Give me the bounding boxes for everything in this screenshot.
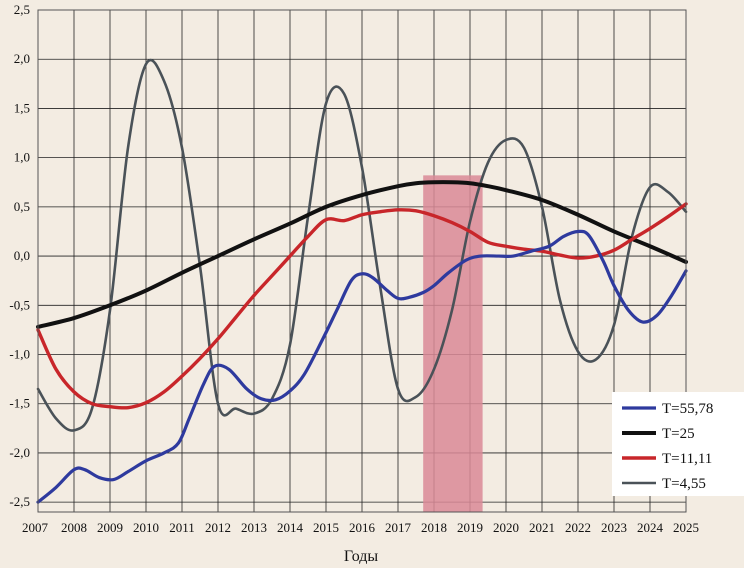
x-tick-label: 2010 xyxy=(133,520,159,535)
x-tick-label: 2007 xyxy=(22,520,49,535)
x-tick-label: 2009 xyxy=(97,520,123,535)
x-tick-label: 2017 xyxy=(385,520,412,535)
grid xyxy=(37,9,687,512)
x-tick-label: 2021 xyxy=(529,520,555,535)
y-tick-label: -1,0 xyxy=(9,347,30,362)
x-tick-label: 2024 xyxy=(637,520,664,535)
series-line-2 xyxy=(36,180,688,329)
x-tick-label: 2020 xyxy=(493,520,519,535)
series-line-3 xyxy=(36,202,688,410)
x-tick-label: 2016 xyxy=(349,520,376,535)
x-tick-label: 2023 xyxy=(601,520,627,535)
x-axis-label: Годы xyxy=(344,548,379,565)
y-tick-label: 0,0 xyxy=(14,248,30,263)
series-line-1 xyxy=(36,229,688,504)
y-tick-label: 1,5 xyxy=(14,100,30,115)
x-tick-label: 2015 xyxy=(313,520,339,535)
x-tick-label: 2022 xyxy=(565,520,591,535)
legend-label-1: T=55,78 xyxy=(662,401,713,417)
y-tick-label: 2,0 xyxy=(14,51,30,66)
y-tick-label: 0,5 xyxy=(14,199,30,214)
highlight-band-layer xyxy=(423,175,483,513)
legend-label-3: T=11,11 xyxy=(662,451,712,467)
y-tick-label: 2,5 xyxy=(14,2,30,17)
y-tick-label: -1,5 xyxy=(9,396,30,411)
x-tick-label: 2011 xyxy=(169,520,195,535)
series-layer xyxy=(36,58,688,504)
x-tick-label: 2019 xyxy=(457,520,483,535)
legend-label-4: T=4,55 xyxy=(662,476,706,492)
legend: T=55,78 T=25 T=11,11 T=4,55 xyxy=(612,392,744,496)
x-tick-label: 2025 xyxy=(673,520,699,535)
y-tick-label: -2,0 xyxy=(9,445,30,460)
x-axis-ticks: 2007 2008 2009 2010 2011 2012 2013 2014 2015 2016… xyxy=(22,520,699,535)
x-tick-label: 2012 xyxy=(205,520,231,535)
plot-frame xyxy=(37,9,687,513)
x-tick-label: 2008 xyxy=(61,520,87,535)
y-tick-label: -0,5 xyxy=(9,297,30,312)
x-tick-label: 2018 xyxy=(421,520,447,535)
y-tick-label: -2,5 xyxy=(9,494,30,509)
legend-label-2: T=25 xyxy=(662,426,695,442)
series-line-4 xyxy=(36,58,688,432)
y-axis-ticks: -2,5 -2,0 -1,5 -1,0 -0,5 0,0 0,5 1,0 1,5 2,0 2,5 xyxy=(9,2,30,509)
y-tick-label: 1,0 xyxy=(14,150,30,165)
highlight-band xyxy=(423,175,483,513)
x-tick-label: 2014 xyxy=(277,520,304,535)
x-tick-label: 2013 xyxy=(241,520,267,535)
